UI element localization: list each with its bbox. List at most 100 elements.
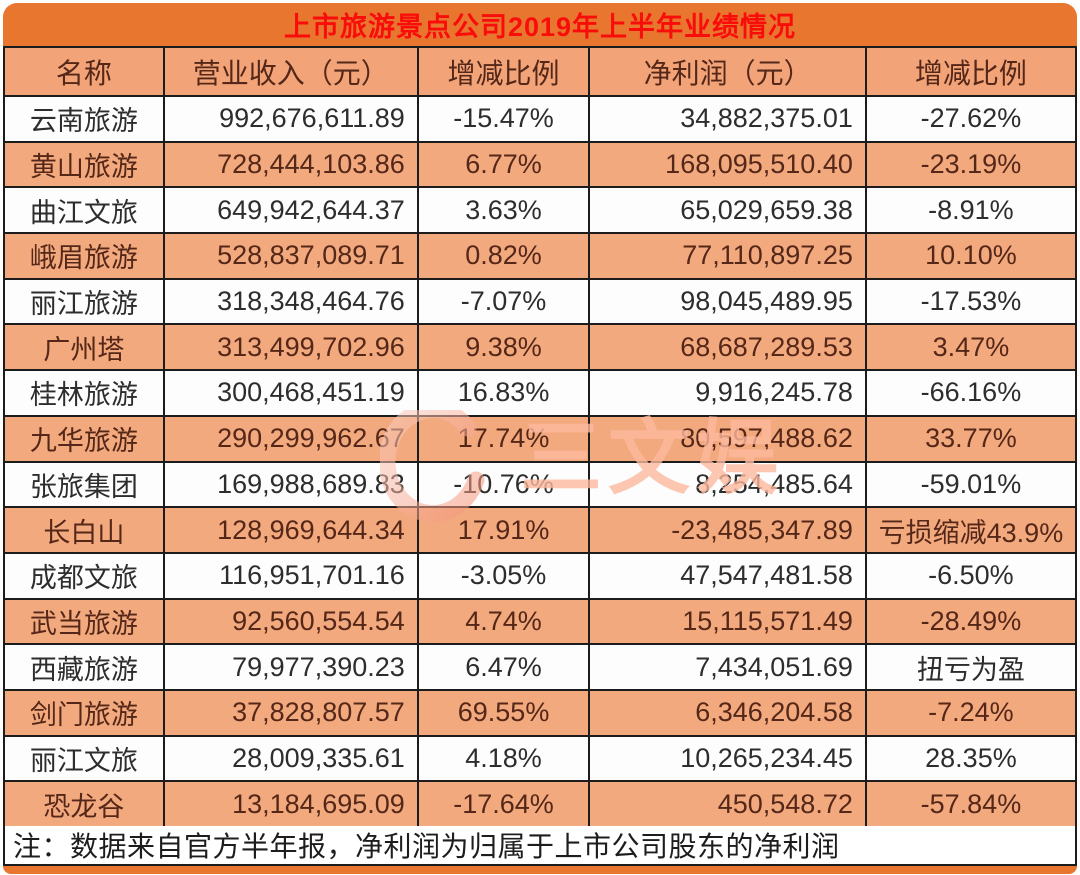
column-header-profit: 净利润（元） <box>588 46 867 97</box>
cell-net-profit: 65,029,659.38 <box>588 186 867 235</box>
cell-company-name: 黄山旅游 <box>3 140 165 189</box>
cell-net-profit: 68,687,289.53 <box>588 323 867 372</box>
cell-company-name: 恐龙谷 <box>3 780 165 828</box>
cell-revenue: 128,969,644.34 <box>162 506 419 554</box>
cell-net-profit: 168,095,510.40 <box>588 140 867 189</box>
cell-revenue: 992,676,611.89 <box>162 95 419 143</box>
table-row: 张旅集团 169,988,689.83 -10.76% 8,254,485.64 -59… <box>3 460 1078 509</box>
page-title: 上市旅游景点公司2019年上半年业绩情况 <box>283 12 797 42</box>
cell-revenue-change: 17.74% <box>416 414 591 463</box>
cell-net-profit: 9,916,245.78 <box>588 369 867 417</box>
cell-revenue-change: 6.47% <box>416 643 591 691</box>
cell-revenue-change: 16.83% <box>416 369 591 417</box>
footnote-bar: 注：数据来自官方半年报，净利润为归属于上市公司股东的净利润 <box>3 826 1077 866</box>
table-row: 云南旅游 992,676,611.89 -15.47% 34,882,375.01 -2… <box>3 95 1078 143</box>
cell-revenue: 313,499,702.96 <box>162 323 419 372</box>
table-row: 恐龙谷 13,184,695.09 -17.64% 450,548.72 -57.84% <box>3 780 1078 828</box>
table-row: 黄山旅游 728,444,103.86 6.77% 168,095,510.40 -23… <box>3 140 1078 189</box>
cell-company-name: 武当旅游 <box>3 597 165 646</box>
cell-profit-change: -17.53% <box>864 277 1078 326</box>
table-row: 剑门旅游 37,828,807.57 69.55% 6,346,204.58 -7.24… <box>3 688 1078 737</box>
cell-profit-change: -28.49% <box>864 597 1078 646</box>
footnote: 注：数据来自官方半年报，净利润为归属于上市公司股东的净利润 <box>13 831 840 862</box>
cell-revenue: 290,299,962.67 <box>162 414 419 463</box>
cell-revenue-change: -7.07% <box>416 277 591 326</box>
cell-net-profit: 7,434,051.69 <box>588 643 867 691</box>
cell-net-profit: 10,265,234.45 <box>588 734 867 783</box>
cell-net-profit: 8,254,485.64 <box>588 460 867 509</box>
cell-profit-change: 扭亏为盈 <box>864 643 1078 691</box>
cell-company-name: 云南旅游 <box>3 95 165 143</box>
cell-company-name: 桂林旅游 <box>3 369 165 417</box>
cell-revenue-change: 17.91% <box>416 506 591 554</box>
cell-profit-change: 亏损缩减43.9% <box>864 506 1078 554</box>
cell-company-name: 成都文旅 <box>3 551 165 600</box>
table-row: 九华旅游 290,299,962.67 17.74% 80,597,488.62 33.… <box>3 414 1078 463</box>
cell-company-name: 西藏旅游 <box>3 643 165 691</box>
title-bar: 上市旅游景点公司2019年上半年业绩情况 <box>3 3 1077 46</box>
header-row: 名称 营业收入（元） 增减比例 净利润（元） 增减比例 <box>3 46 1078 97</box>
cell-company-name: 曲江文旅 <box>3 186 165 235</box>
cell-revenue: 28,009,335.61 <box>162 734 419 783</box>
performance-table-wrap: 名称 营业收入（元） 增减比例 净利润（元） 增减比例 云南旅游 992,676,… <box>3 46 1078 828</box>
cell-net-profit: 34,882,375.01 <box>588 95 867 143</box>
cell-net-profit: 15,115,571.49 <box>588 597 867 646</box>
cell-profit-change: 33.77% <box>864 414 1078 463</box>
cell-profit-change: 28.35% <box>864 734 1078 783</box>
table-row: 丽江旅游 318,348,464.76 -7.07% 98,045,489.95 -17… <box>3 277 1078 326</box>
cell-revenue: 92,560,554.54 <box>162 597 419 646</box>
table-row: 武当旅游 92,560,554.54 4.74% 15,115,571.49 -28.4… <box>3 597 1078 646</box>
cell-company-name: 广州塔 <box>3 323 165 372</box>
cell-revenue-change: 4.74% <box>416 597 591 646</box>
cell-revenue: 728,444,103.86 <box>162 140 419 189</box>
cell-revenue: 649,942,644.37 <box>162 186 419 235</box>
cell-revenue: 528,837,089.71 <box>162 232 419 280</box>
performance-table: 名称 营业收入（元） 增减比例 净利润（元） 增减比例 云南旅游 992,676,… <box>3 46 1078 828</box>
cell-company-name: 丽江旅游 <box>3 277 165 326</box>
cell-revenue-change: 69.55% <box>416 688 591 737</box>
table-row: 桂林旅游 300,468,451.19 16.83% 9,916,245.78 -66.… <box>3 369 1078 417</box>
table-row: 成都文旅 116,951,701.16 -3.05% 47,547,481.58 -6.… <box>3 551 1078 600</box>
cell-company-name: 张旅集团 <box>3 460 165 509</box>
cell-revenue-change: 4.18% <box>416 734 591 783</box>
cell-profit-change: -27.62% <box>864 95 1078 143</box>
cell-company-name: 长白山 <box>3 506 165 554</box>
column-header-revenue-change: 增减比例 <box>416 46 591 97</box>
table-row: 长白山 128,969,644.34 17.91% -23,485,347.89 亏损缩… <box>3 506 1078 554</box>
cell-company-name: 丽江文旅 <box>3 734 165 783</box>
cell-profit-change: -6.50% <box>864 551 1078 600</box>
cell-revenue-change: -17.64% <box>416 780 591 828</box>
cell-revenue-change: 0.82% <box>416 232 591 280</box>
column-header-profit-change: 增减比例 <box>864 46 1078 97</box>
cell-net-profit: 6,346,204.58 <box>588 688 867 737</box>
cell-revenue: 318,348,464.76 <box>162 277 419 326</box>
column-header-name: 名称 <box>3 46 165 97</box>
cell-profit-change: -59.01% <box>864 460 1078 509</box>
bottom-frame-strip <box>3 866 1077 874</box>
cell-net-profit: 98,045,489.95 <box>588 277 867 326</box>
cell-company-name: 峨眉旅游 <box>3 232 165 280</box>
cell-profit-change: -23.19% <box>864 140 1078 189</box>
table-row: 广州塔 313,499,702.96 9.38% 68,687,289.53 3.47% <box>3 323 1078 372</box>
cell-revenue-change: -10.76% <box>416 460 591 509</box>
table-row: 峨眉旅游 528,837,089.71 0.82% 77,110,897.25 10.1… <box>3 232 1078 280</box>
cell-revenue: 169,988,689.83 <box>162 460 419 509</box>
cell-revenue-change: 9.38% <box>416 323 591 372</box>
table-row: 曲江文旅 649,942,644.37 3.63% 65,029,659.38 -8.9… <box>3 186 1078 235</box>
cell-profit-change: -66.16% <box>864 369 1078 417</box>
cell-profit-change: -8.91% <box>864 186 1078 235</box>
cell-profit-change: -57.84% <box>864 780 1078 828</box>
table-row: 丽江文旅 28,009,335.61 4.18% 10,265,234.45 28.35… <box>3 734 1078 783</box>
cell-revenue: 37,828,807.57 <box>162 688 419 737</box>
cell-company-name: 剑门旅游 <box>3 688 165 737</box>
table-row: 西藏旅游 79,977,390.23 6.47% 7,434,051.69 扭亏为盈 <box>3 643 1078 691</box>
cell-net-profit: 77,110,897.25 <box>588 232 867 280</box>
cell-revenue-change: -3.05% <box>416 551 591 600</box>
cell-profit-change: 10.10% <box>864 232 1078 280</box>
cell-net-profit: 450,548.72 <box>588 780 867 828</box>
cell-revenue: 13,184,695.09 <box>162 780 419 828</box>
cell-net-profit: -23,485,347.89 <box>588 506 867 554</box>
cell-net-profit: 80,597,488.62 <box>588 414 867 463</box>
column-header-revenue: 营业收入（元） <box>162 46 419 97</box>
